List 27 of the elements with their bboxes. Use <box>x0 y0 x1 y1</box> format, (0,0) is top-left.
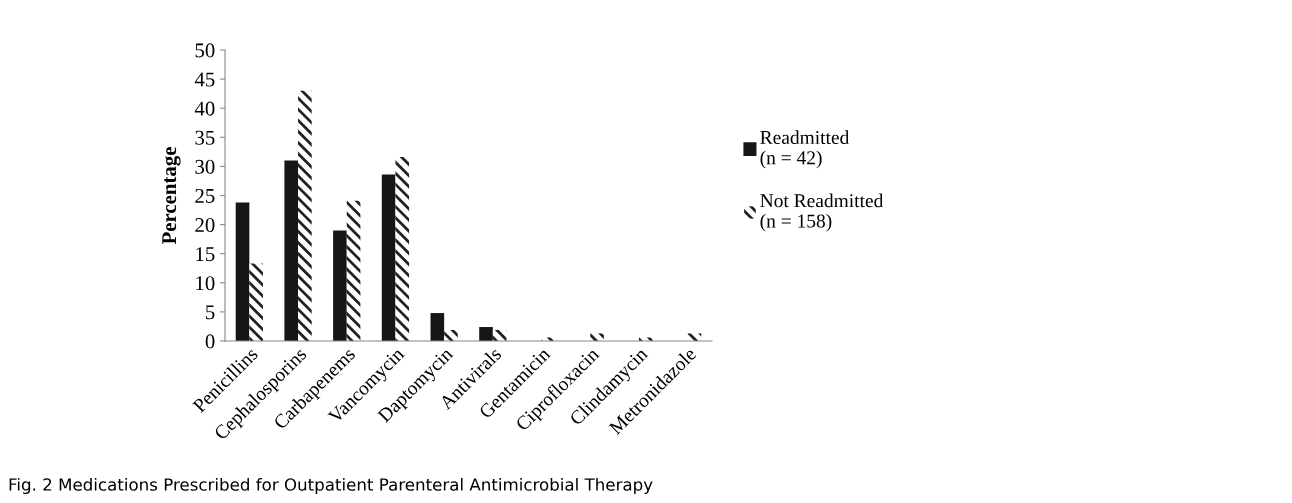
y-tick-label: 35 <box>195 130 215 145</box>
bar <box>346 200 361 341</box>
y-axis-title: Percentage <box>162 147 181 245</box>
y-tick-label: 15 <box>196 247 215 262</box>
y-tick-label: 40 <box>194 101 215 116</box>
y-tick-label: 45 <box>194 72 215 87</box>
y-tick-label: 50 <box>195 43 215 58</box>
bar <box>381 174 396 341</box>
legend-label: Not Readmitted (n = 158) <box>760 193 884 232</box>
y-tick-label: 0 <box>205 334 215 349</box>
legend-label: Readmitted (n = 42) <box>760 130 850 169</box>
caption: Fig. 2 Medications Prescribed for Outpatient Parenteral Antimicrobial Therapy <box>9 477 653 495</box>
y-tick-label: 10 <box>196 276 215 291</box>
bar <box>284 160 299 341</box>
bar <box>444 329 458 341</box>
bar <box>430 313 445 341</box>
y-tick-label: 25 <box>195 188 215 203</box>
bar <box>479 327 493 341</box>
bar <box>235 202 250 341</box>
bar <box>590 333 604 341</box>
bar <box>333 230 347 341</box>
bar <box>249 263 263 341</box>
y-tick-label: 20 <box>195 217 215 233</box>
bar <box>298 90 312 341</box>
y-tick-label: 5 <box>206 305 215 320</box>
y-tick-label: 30 <box>195 159 215 174</box>
bar <box>395 157 410 341</box>
